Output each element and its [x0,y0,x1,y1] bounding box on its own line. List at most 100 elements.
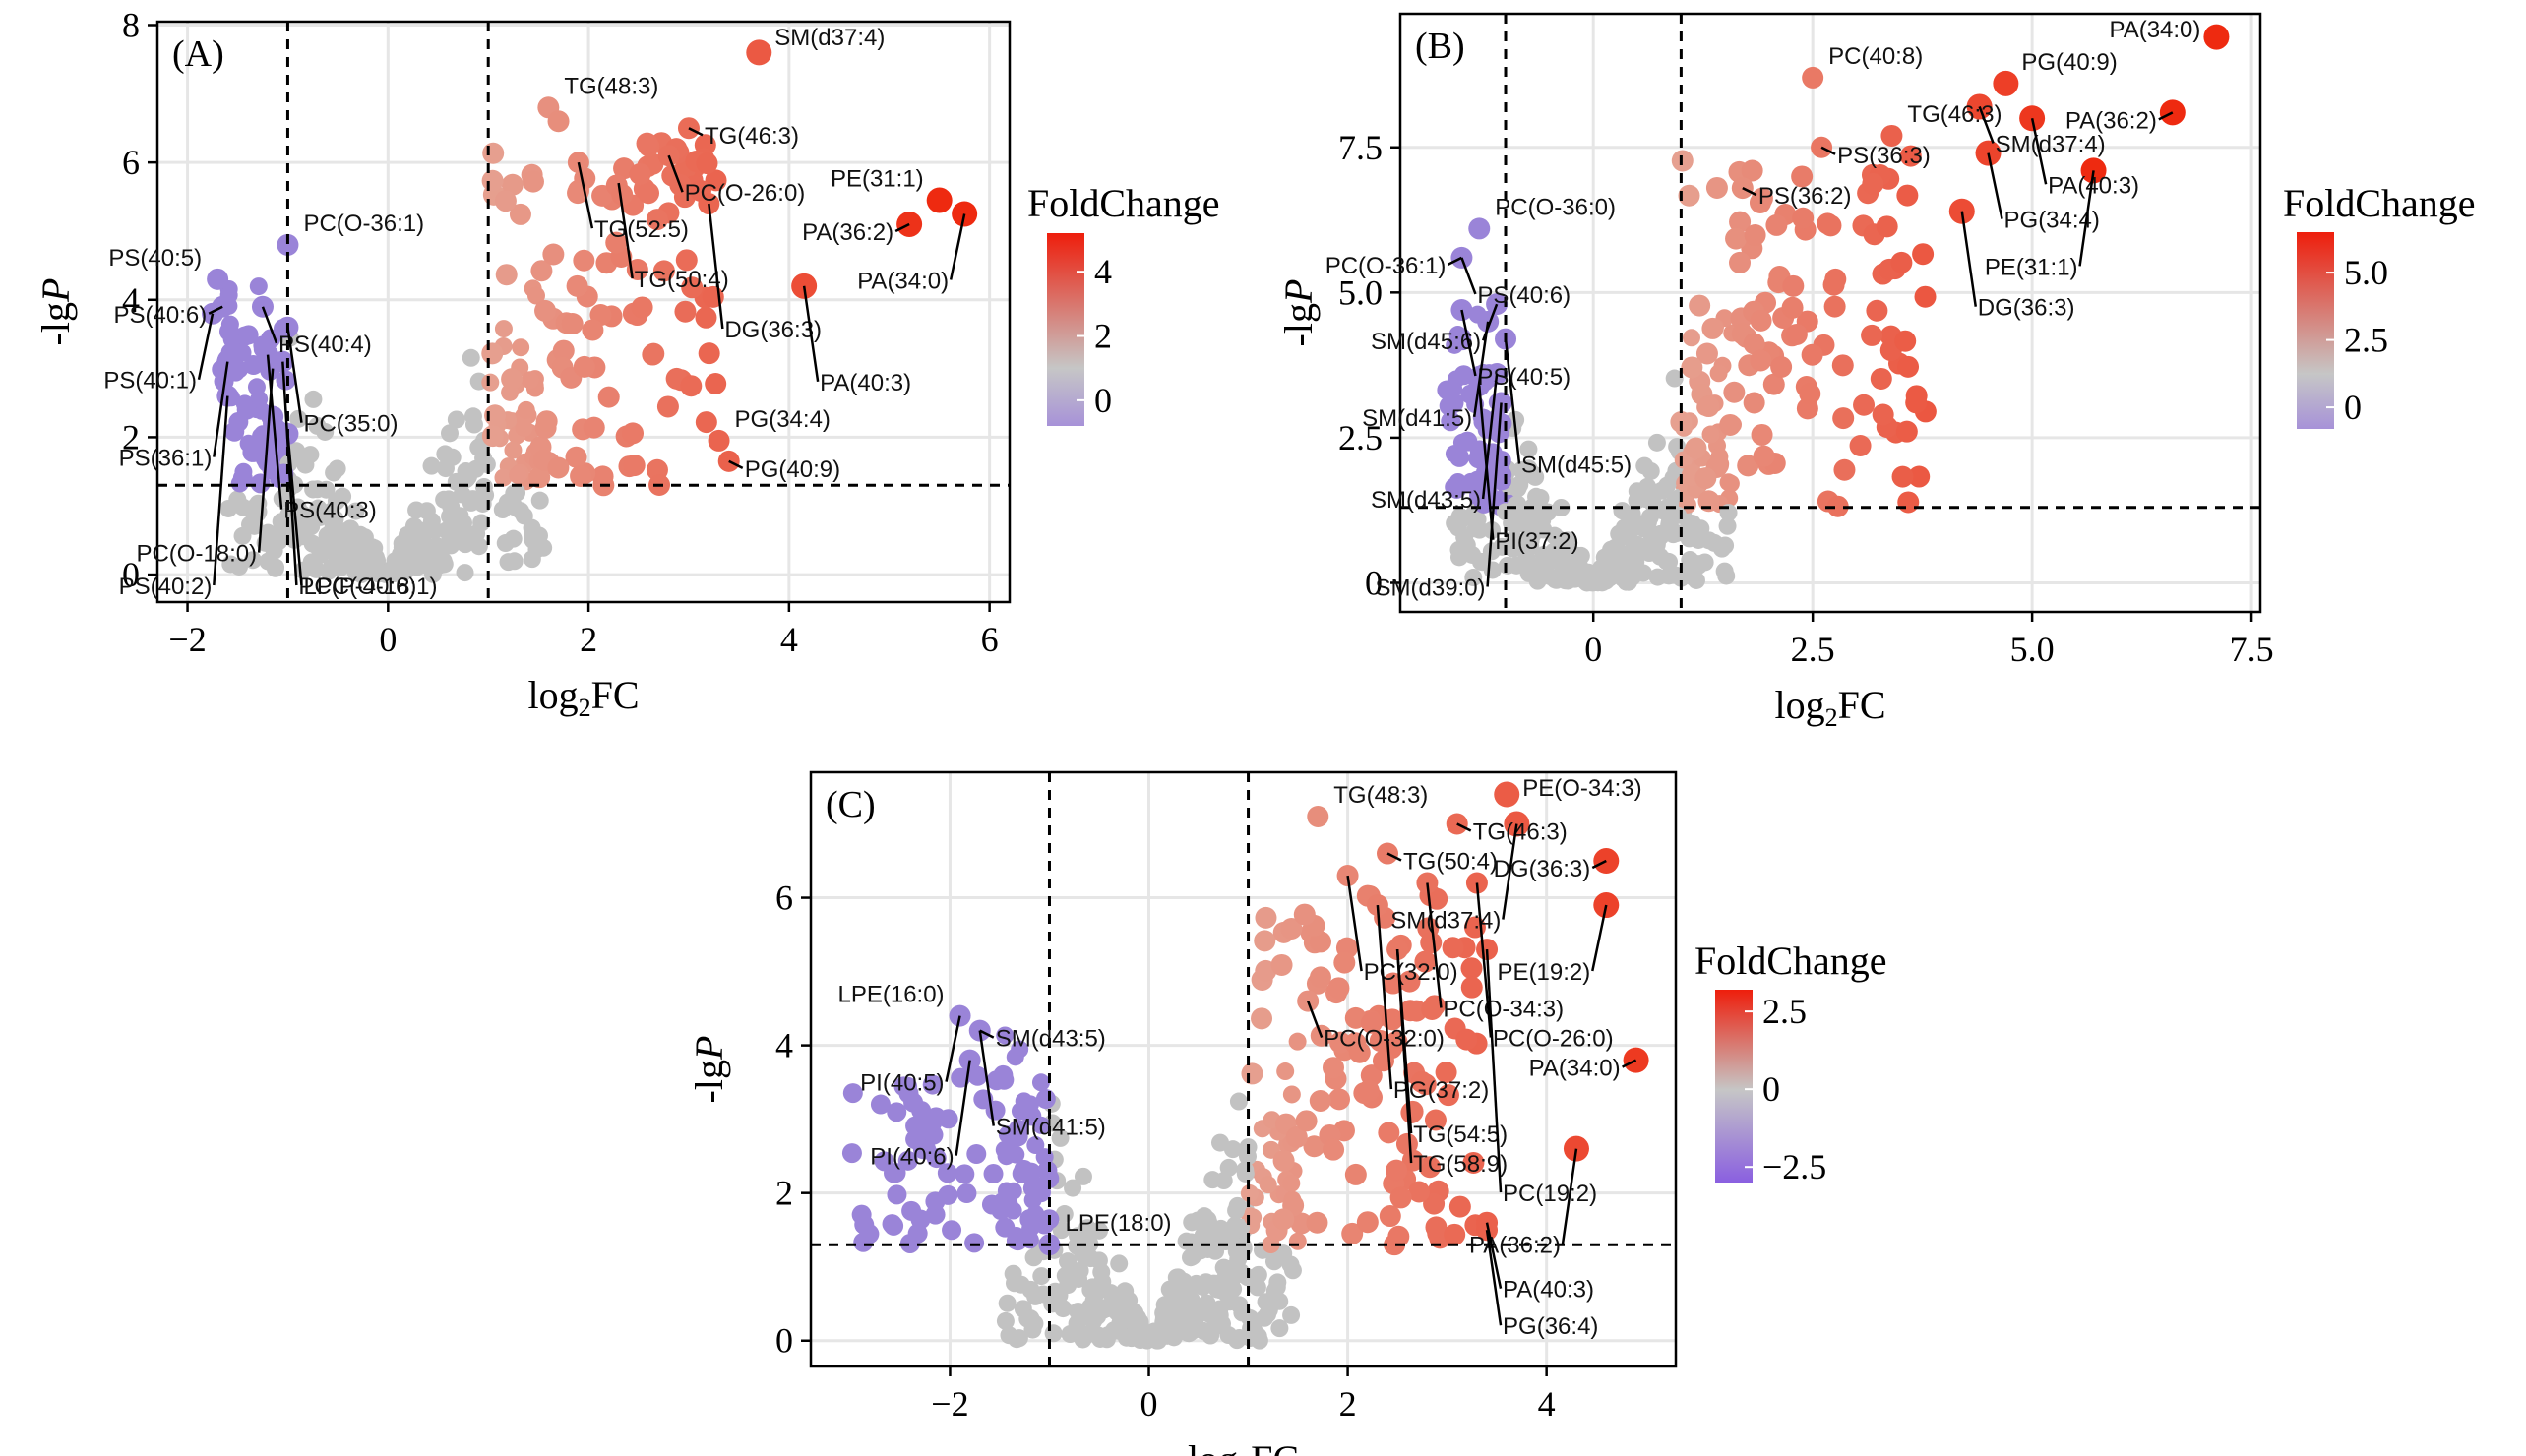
data-point [1520,524,1539,543]
point-label: PA(40:3) [1503,1277,1594,1304]
point-label: PS(40:4) [278,332,372,358]
data-point [925,1191,946,1212]
data-point [1750,349,1772,372]
label-leader [577,161,594,229]
label-leader [1485,1230,1503,1326]
plot-frame [1398,12,2262,614]
data-point [1219,1326,1238,1345]
data-point [1695,342,1718,365]
label-leader [955,1060,971,1156]
data-point [289,409,308,428]
point-label: PG(40:9) [2021,49,2117,76]
data-point [841,1143,862,1164]
data-point [937,1163,957,1183]
highlight-point [1494,781,1520,808]
data-point [493,501,512,519]
point-label: TG(48:3) [1333,782,1428,809]
data-point [1449,447,1470,467]
data-point [1751,423,1773,446]
data-point [1741,159,1763,182]
data-point [1737,455,1759,477]
point-label: LPE(18:0) [1065,1210,1171,1237]
label-leader [1978,106,1995,144]
panel-b: 0 2.5 5.0 7.502.55.07.5(B)log2FC-lgPPA(34:0… [1276,12,2476,732]
background-points [212,132,727,583]
data-point [1718,516,1737,535]
data-point [1387,1225,1410,1247]
data-point [695,411,717,434]
data-point [1270,1292,1289,1310]
y-tick-label: 0 [122,555,140,594]
label-leader [1481,373,1499,500]
data-point [512,502,530,520]
data-point [308,480,327,499]
highlight-point [1442,392,1464,414]
data-point [1398,970,1421,993]
data-point [309,499,328,517]
data-point [534,299,557,322]
legend-colorbar [1047,233,1084,426]
label-leader [1447,256,1462,267]
data-point [591,465,614,488]
data-point [441,507,460,525]
data-point [530,260,553,282]
data-point [1097,1330,1116,1349]
data-point [597,386,620,408]
legend-tick-label: −2.5 [1762,1147,1826,1186]
label-leader [1502,823,1518,920]
data-point [508,483,526,502]
label-leader [802,285,820,382]
point-label: SM(d39:0) [1376,575,1486,601]
data-point [1008,1231,1028,1251]
y-tick-label: 0 [775,1321,793,1361]
data-point [1031,1073,1050,1092]
point-label: PC(19:2) [1503,1181,1597,1207]
legend-title: FoldChange [2283,181,2476,225]
point-label: PC(P-40:6) [298,574,416,600]
point-label: PS(40:6) [114,302,208,329]
data-point [698,342,720,365]
data-point [1328,1088,1351,1111]
data-point [1283,1261,1302,1280]
data-point [1448,1195,1471,1218]
data-point [1729,211,1752,233]
data-point [328,459,346,478]
data-point [459,467,477,486]
data-point [1533,556,1552,575]
point-label: PS(40:2) [119,574,213,600]
data-point [1270,953,1293,976]
data-point [542,243,565,266]
data-point [1276,1062,1295,1081]
data-point [1914,285,1937,308]
data-point [1753,445,1775,467]
point-label: PA(34:0) [2109,17,2200,43]
data-point [966,1144,987,1165]
data-point [1329,1031,1352,1054]
data-point [494,468,513,487]
data-point [1021,1280,1040,1299]
label-leader [1395,948,1413,1164]
x-tick-label: 5.0 [2010,630,2055,669]
data-point [1527,487,1546,506]
data-point [646,209,668,231]
point-label: PA(40:3) [820,370,911,396]
data-point [1323,1057,1345,1079]
data-point [1723,381,1746,403]
data-point [842,1083,863,1104]
data-point [565,446,587,468]
data-point [1092,1263,1111,1282]
data-point [956,1183,977,1204]
data-point [1498,556,1516,575]
data-point [1782,274,1805,297]
label-leader [1346,875,1363,972]
point-label: PS(40:5) [1477,364,1571,391]
data-point [1142,1329,1161,1348]
data-point [1055,1205,1074,1224]
data-point [357,545,376,564]
data-point [1369,1030,1391,1053]
data-point [1701,425,1720,444]
data-point [1034,1214,1055,1235]
data-point [1069,1227,1087,1245]
data-point [1750,309,1772,332]
data-point [1635,519,1654,538]
